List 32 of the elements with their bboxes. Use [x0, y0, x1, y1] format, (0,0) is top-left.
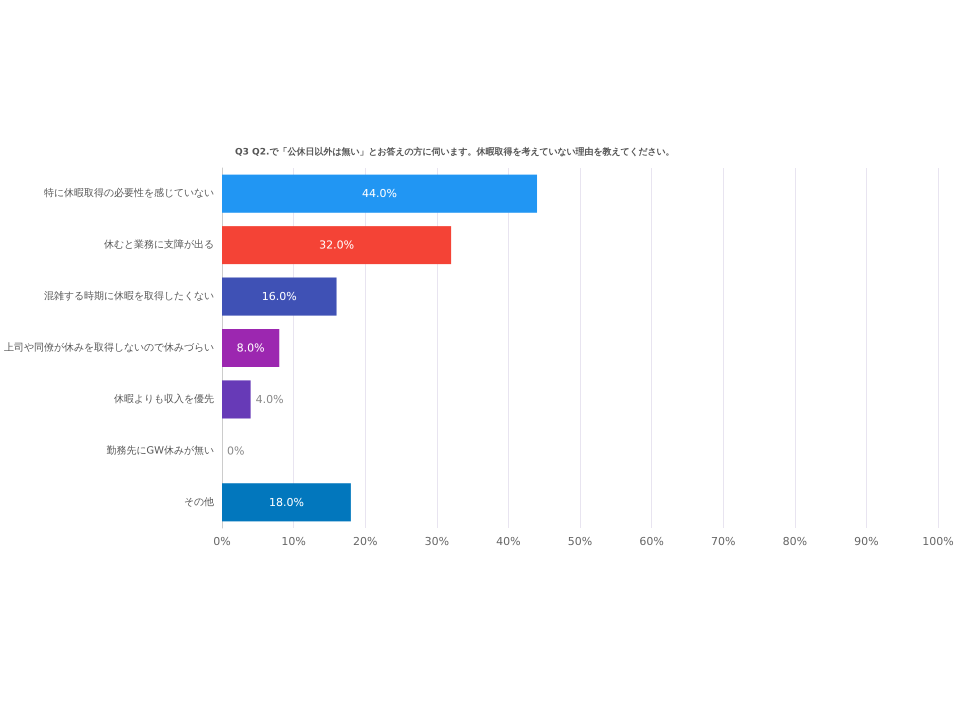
x-tick-label: 30%: [424, 535, 450, 548]
x-tick-label: 100%: [922, 535, 954, 548]
bar: [222, 483, 351, 522]
bar: [222, 278, 337, 316]
x-tick-label: 60%: [639, 535, 664, 548]
x-tick-label: 0%: [213, 535, 231, 548]
x-tick-label: 10%: [281, 535, 306, 548]
x-tick-label: 70%: [710, 535, 736, 548]
data-label: 18.0%: [268, 496, 304, 509]
y-tick-label: 勤務先にGW休みが無い: [106, 444, 214, 456]
y-tick-label: 休暇よりも収入を優先: [114, 392, 214, 405]
data-label: 44.0%: [362, 187, 397, 200]
x-tick-label: 50%: [568, 535, 592, 548]
data-label: 0%: [227, 444, 244, 458]
data-label: 4.0%: [256, 392, 284, 406]
y-tick-label: 休むと業務に支障が出る: [104, 238, 214, 251]
data-label: 8.0%: [236, 342, 265, 354]
y-tick-label: 上司や同僚が休みを取得しないので休みづらい: [4, 342, 214, 354]
y-tick-label: 特に休暇取得の必要性を感じていない: [44, 187, 214, 200]
chart-title: Q3 Q2.で「公休日以外は無い」とお答えの方に伺います。休暇取得を考えていない理由を教えてください。: [235, 146, 674, 158]
data-label: 16.0%: [262, 290, 297, 304]
x-tick-label: 40%: [496, 535, 521, 548]
x-tick-label: 20%: [352, 535, 378, 548]
x-tick-label: 80%: [782, 535, 808, 548]
bar: [222, 226, 452, 264]
data-label: 32.0%: [319, 238, 354, 252]
bar: [222, 380, 251, 418]
y-tick-label: その他: [184, 496, 214, 508]
x-tick-label: 90%: [854, 535, 879, 548]
bar: [222, 328, 280, 368]
bar: [222, 174, 538, 213]
y-tick-label: 混雑する時期に休暇を取得したくない: [44, 290, 214, 302]
